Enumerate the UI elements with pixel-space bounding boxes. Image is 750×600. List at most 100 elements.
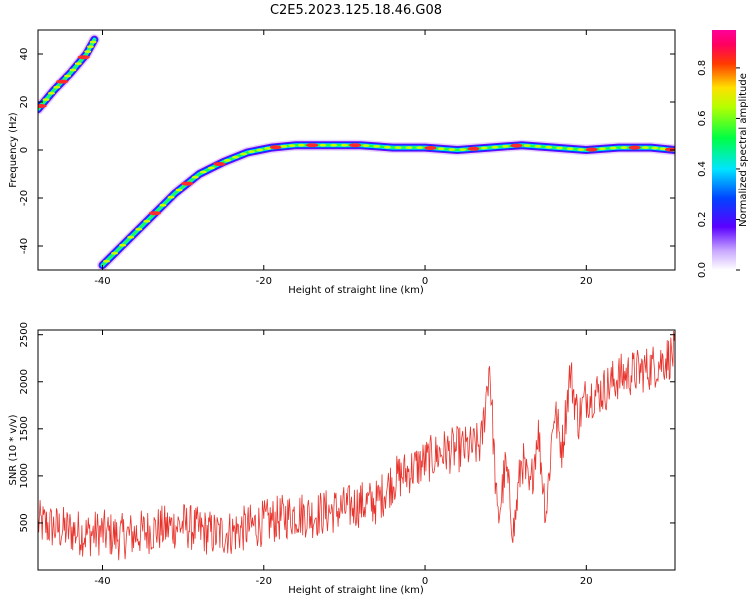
snr-x-label: Height of straight line (km) xyxy=(288,585,424,596)
chart-title: C2E5.2023.125.18.46.G08 xyxy=(270,3,442,18)
ridge-hotspot xyxy=(491,145,499,149)
ridge-hotspot xyxy=(148,211,161,216)
ridge-hotspot xyxy=(111,251,119,255)
ridge-hotspot xyxy=(64,74,72,78)
ridge-hotspot xyxy=(280,145,288,148)
colorbar-ticks: 0.0 0.2 0.4 0.6 0.8 xyxy=(697,60,740,278)
ridge-hotspot xyxy=(199,170,207,174)
spectrogram-y-label: Frequency (Hz) xyxy=(8,112,19,188)
spectrogram-y-tick-label: -20 xyxy=(19,190,30,206)
ridge-hotspot xyxy=(297,143,305,147)
ridge-hotspot xyxy=(416,146,424,150)
ridge-hotspot xyxy=(598,147,606,151)
ridge-hotspot xyxy=(566,147,574,151)
ridge-hotspot xyxy=(394,146,402,150)
colorbar-label: Normalized spectral amplitude xyxy=(738,73,749,227)
ridge-hotspot xyxy=(628,145,641,150)
ridge-hotspot xyxy=(609,146,617,150)
spectrogram-x-tick-label: -40 xyxy=(94,276,110,287)
ridge-hotspot xyxy=(223,159,231,162)
ridge-hotspot xyxy=(248,150,256,154)
ridge-hotspot xyxy=(84,50,92,53)
spectrogram-heatmap xyxy=(38,34,675,270)
ridge-1-layer-2 xyxy=(99,142,675,269)
spectrogram-x-tick-label: 20 xyxy=(580,276,593,287)
ridge-hotspot xyxy=(135,227,143,231)
ridge-hotspot xyxy=(664,147,675,152)
snr-y-label: SNR (10 * v/v) xyxy=(8,414,19,485)
ridge-hotspot xyxy=(510,143,523,148)
ridge-hotspot xyxy=(207,166,215,170)
spectrogram-panel: -40 -20 0 20 40 20 0 -20 -40 Height of straight… xyxy=(8,29,676,296)
ridge-hotspot xyxy=(69,68,77,72)
ridge-hotspot xyxy=(264,147,272,150)
spectrogram-x-label: Height of straight line (km) xyxy=(288,285,424,296)
ridge-hotspot xyxy=(213,162,226,166)
colorbar-gradient xyxy=(712,30,736,270)
ridge-hotspot xyxy=(256,148,264,152)
ridge-hotspot xyxy=(191,175,199,179)
snr-y-tick-label: 2500 xyxy=(19,322,30,347)
ridge-hotspot xyxy=(159,203,167,207)
ridge-hotspot xyxy=(577,148,585,152)
ridge-hotspot xyxy=(232,155,240,159)
ridge-hotspot xyxy=(42,98,50,101)
spectrogram-y-tick-label: 0 xyxy=(19,147,30,153)
ridge-hotspot xyxy=(47,91,55,95)
ridge-hotspot xyxy=(330,143,338,147)
ridge-hotspot xyxy=(467,146,480,151)
snr-y-tick-label: 2000 xyxy=(19,369,30,394)
snr-x-tick-label: -40 xyxy=(94,576,110,587)
ridge-1-layer-0 xyxy=(97,139,675,270)
snr-y-tick-label: 1000 xyxy=(19,463,30,488)
ridge-hotspot xyxy=(167,195,175,199)
ridge-hotspot xyxy=(459,148,467,152)
spectrogram-y-tick-label: 40 xyxy=(19,48,30,61)
snr-x-tick-label: 20 xyxy=(580,576,593,587)
ridge-hotspot xyxy=(306,143,319,148)
ridge-hotspot xyxy=(362,144,370,148)
ridge-hotspot xyxy=(651,146,659,150)
ridge-hotspot xyxy=(53,85,61,89)
snr-x-tick-label: 0 xyxy=(422,576,428,587)
ridge-1-layer-4 xyxy=(101,143,675,267)
snr-series-line xyxy=(38,330,675,561)
colorbar-tick-label: 0.2 xyxy=(697,212,708,228)
colorbar-tick-label: 0.6 xyxy=(697,110,708,126)
ridge-0-layer-4 xyxy=(38,38,96,111)
ridge-hotspot xyxy=(103,259,111,263)
ridge-hotspot xyxy=(288,144,296,148)
spectrogram-y-ticks: 40 20 0 -20 -40 xyxy=(19,48,675,254)
ridge-hotspot xyxy=(340,143,348,147)
spectrogram-x-tick-label: -20 xyxy=(256,276,272,287)
ridge-hotspot xyxy=(641,146,649,150)
ridge-hotspot xyxy=(545,145,553,149)
ridge-hotspot xyxy=(585,147,598,152)
ridge-hotspot xyxy=(86,45,94,49)
colorbar-tick-label: 0.0 xyxy=(697,262,708,278)
snr-y-tick-label: 500 xyxy=(19,513,30,532)
snr-y-tick-label: 1500 xyxy=(19,416,30,441)
ridge-hotspot xyxy=(349,143,362,148)
ridge-hotspot xyxy=(620,146,628,150)
snr-y-ticks: 2500 2000 1500 1000 500 xyxy=(19,322,675,532)
ridge-hotspot xyxy=(38,104,47,108)
ridge-hotspot xyxy=(143,219,151,223)
ridge-hotspot xyxy=(319,143,327,147)
ridge-hotspot xyxy=(448,148,456,152)
ridge-hotspot xyxy=(119,243,127,247)
ridge-hotspot xyxy=(405,146,413,150)
ridge-hotspot xyxy=(269,145,282,150)
ridge-hotspot xyxy=(534,145,542,148)
ridge-hotspot xyxy=(383,145,391,149)
ridge-hotspot xyxy=(480,146,488,150)
ridge-1-layer-1 xyxy=(98,141,675,270)
spectrogram-x-ticks: -40 -20 0 20 xyxy=(94,30,593,287)
ridge-hotspot xyxy=(56,79,69,84)
ridge-hotspot xyxy=(77,55,90,60)
ridge-hotspot xyxy=(437,147,445,151)
colorbar-tick-label: 0.4 xyxy=(697,161,708,177)
spectrogram-x-tick-label: 0 xyxy=(422,276,428,287)
ridge-hotspot xyxy=(74,62,82,65)
